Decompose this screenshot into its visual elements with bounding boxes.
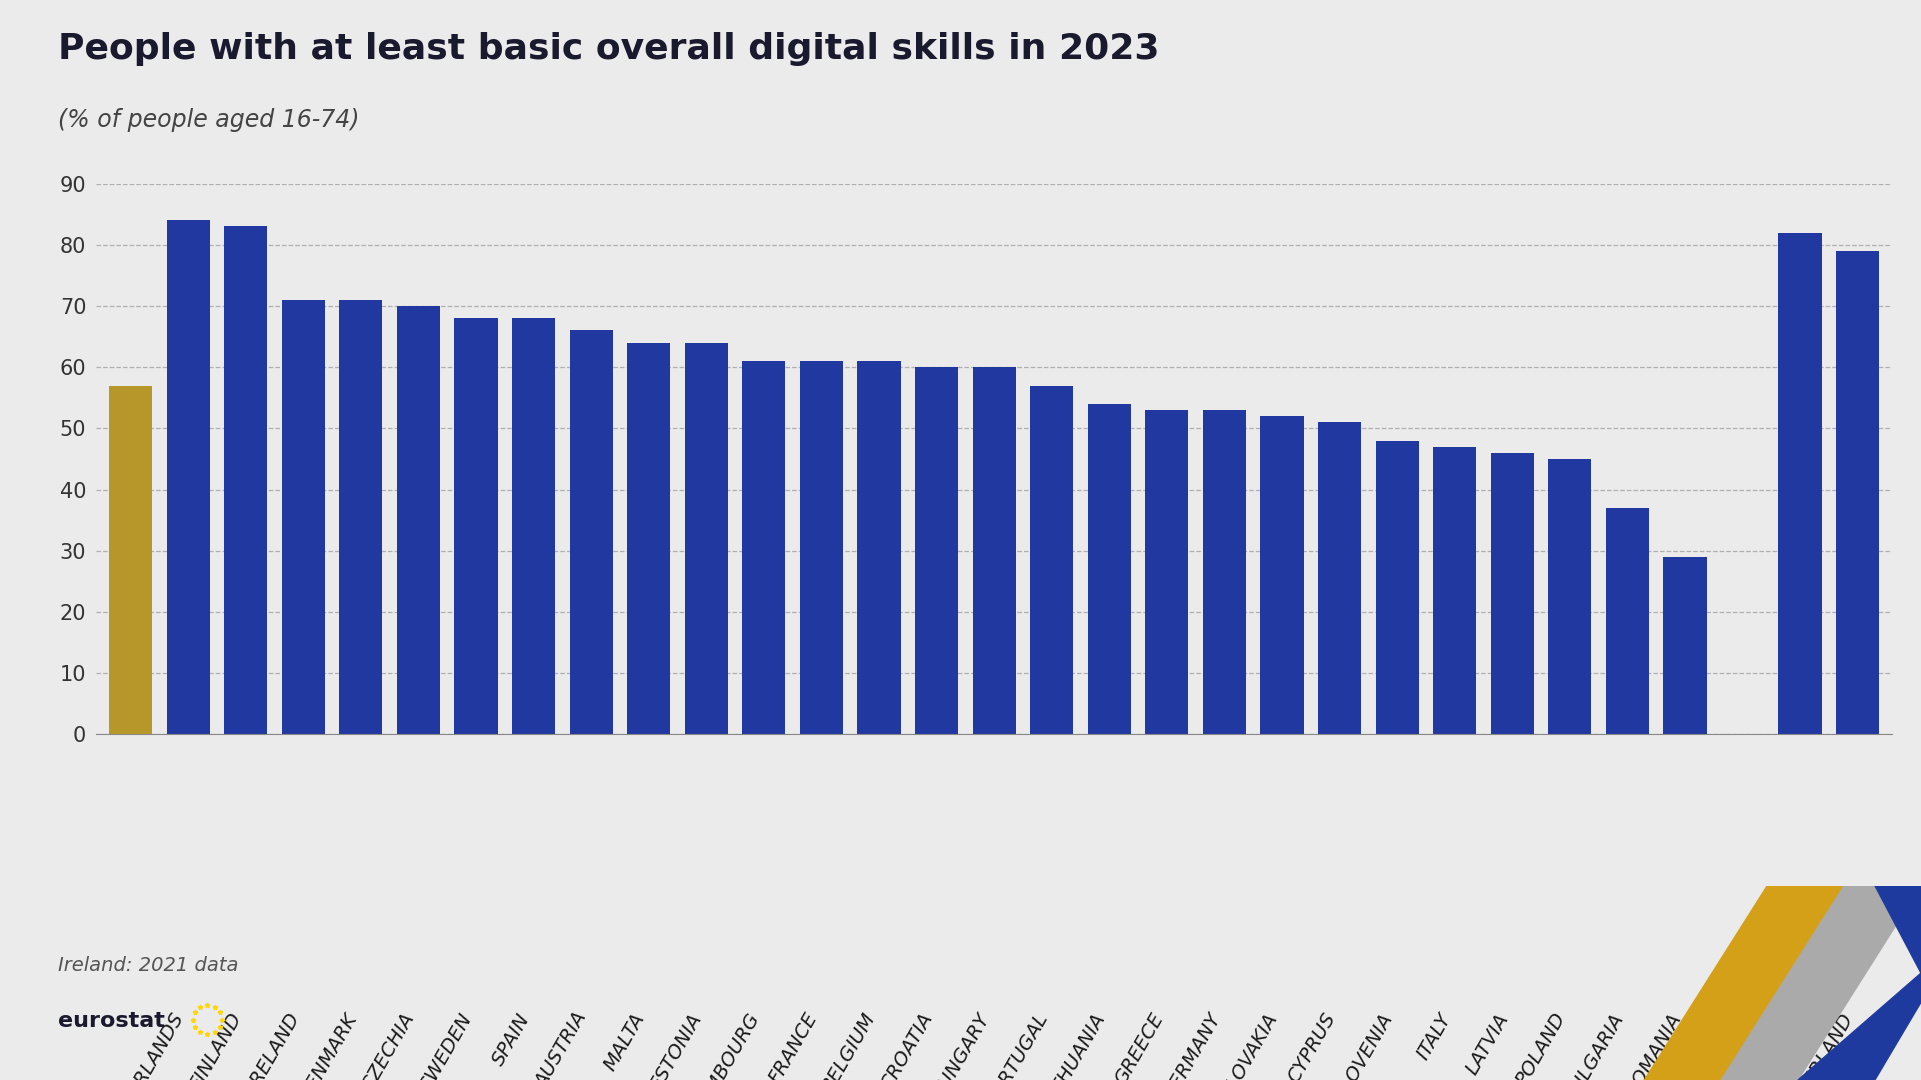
Text: CZECHIA: CZECHIA	[359, 1010, 419, 1080]
Text: (% of people aged 16-74): (% of people aged 16-74)	[58, 108, 359, 132]
Text: ESTONIA: ESTONIA	[647, 1010, 707, 1080]
Bar	[282, 300, 325, 734]
Bar	[972, 367, 1016, 734]
Bar	[857, 361, 901, 734]
Text: SLOVENIA: SLOVENIA	[1331, 1010, 1397, 1080]
Bar	[398, 306, 440, 734]
Text: NETHERLANDS: NETHERLANDS	[98, 1010, 188, 1080]
Bar	[1375, 441, 1420, 734]
Bar	[914, 367, 959, 734]
Polygon shape	[1798, 886, 1921, 1080]
Bar	[1318, 422, 1362, 734]
Text: LATVIA: LATVIA	[1462, 1010, 1512, 1078]
Bar	[1030, 386, 1074, 734]
Text: SPAIN: SPAIN	[488, 1010, 534, 1068]
Text: Ireland: 2021 data: Ireland: 2021 data	[58, 956, 238, 975]
Bar	[1779, 232, 1821, 734]
Bar	[455, 319, 498, 734]
Text: MALTA: MALTA	[601, 1010, 649, 1075]
Text: NORWAY: NORWAY	[1740, 1010, 1800, 1080]
Text: GREECE: GREECE	[1110, 1010, 1166, 1080]
Text: SWEDEN: SWEDEN	[417, 1010, 476, 1080]
Text: LITHUANIA: LITHUANIA	[1041, 1010, 1108, 1080]
Text: SLOVAKIA: SLOVAKIA	[1218, 1010, 1281, 1080]
Bar	[340, 300, 382, 734]
Bar	[1491, 453, 1533, 734]
Text: PORTUGAL: PORTUGAL	[982, 1010, 1051, 1080]
Text: LUXEMBOURG: LUXEMBOURG	[678, 1010, 765, 1080]
Polygon shape	[1721, 886, 1921, 1080]
Text: FRANCE: FRANCE	[766, 1010, 822, 1080]
Bar	[799, 361, 843, 734]
Text: HUNGARY: HUNGARY	[930, 1010, 995, 1080]
Text: POLAND: POLAND	[1514, 1010, 1569, 1080]
Text: eurostat: eurostat	[58, 1011, 165, 1030]
Bar	[1606, 508, 1648, 734]
Text: FINLAND: FINLAND	[186, 1010, 246, 1080]
Text: BULGARIA: BULGARIA	[1562, 1010, 1627, 1080]
Bar	[1664, 557, 1706, 734]
Text: CROATIA: CROATIA	[878, 1010, 937, 1080]
Bar	[684, 342, 728, 734]
Text: AUSTRIA: AUSTRIA	[532, 1010, 592, 1080]
Text: DENMARK: DENMARK	[296, 1010, 361, 1080]
Bar	[1548, 459, 1591, 734]
Bar	[1203, 410, 1247, 734]
Bar	[225, 227, 267, 734]
Bar	[109, 386, 152, 734]
Text: GERMANY: GERMANY	[1158, 1010, 1224, 1080]
Polygon shape	[1644, 886, 1844, 1080]
Text: IRELAND: IRELAND	[244, 1010, 304, 1080]
Text: People with at least basic overall digital skills in 2023: People with at least basic overall digit…	[58, 32, 1158, 66]
Text: SWITZERLAND: SWITZERLAND	[1769, 1010, 1858, 1080]
Bar	[513, 319, 555, 734]
Bar	[1145, 410, 1189, 734]
Bar	[742, 361, 786, 734]
Text: ITALY: ITALY	[1414, 1010, 1454, 1063]
Text: BELGIUM: BELGIUM	[818, 1010, 880, 1080]
Text: CYPRUS: CYPRUS	[1285, 1010, 1339, 1080]
Bar	[626, 342, 670, 734]
Bar	[1836, 251, 1879, 734]
Text: ROMANIA: ROMANIA	[1621, 1010, 1685, 1080]
Bar	[1433, 447, 1475, 734]
Bar	[167, 220, 209, 734]
Bar	[569, 330, 613, 734]
Bar	[1087, 404, 1131, 734]
Bar	[1260, 416, 1304, 734]
